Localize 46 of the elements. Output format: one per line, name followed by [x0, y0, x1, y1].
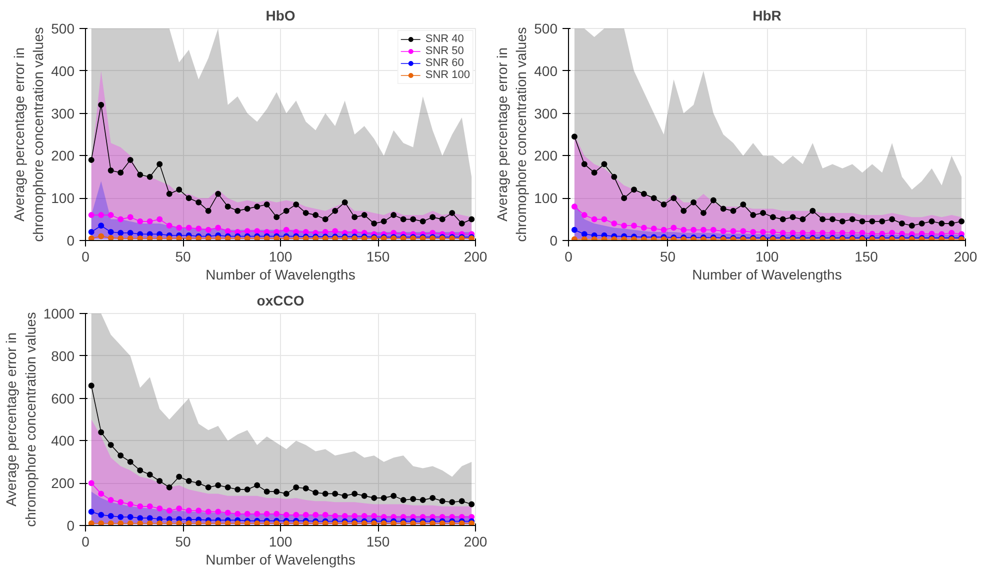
- x-tick-label: 100: [268, 534, 292, 550]
- x-axis-title: Number of Wavelengths: [206, 266, 356, 282]
- y-axis-title: Average percentage error in chromophore concentration values: [494, 27, 530, 242]
- x-tick-label: 50: [175, 534, 191, 550]
- x-tick-label: 200: [954, 248, 978, 264]
- x-tick-label: 150: [366, 248, 390, 264]
- legend-label: SNR 100: [425, 69, 470, 81]
- x-axis-title: Number of Wavelengths: [692, 266, 842, 282]
- y-tick-label: 200: [534, 148, 558, 164]
- y-tick-label: 0: [66, 518, 75, 534]
- y-tick-label: 100: [51, 190, 75, 206]
- x-tick-label: 0: [564, 248, 573, 264]
- legend-label: SNR 60: [425, 57, 464, 69]
- y-tick-label: 300: [534, 105, 558, 122]
- y-tick-label: 600: [51, 390, 75, 406]
- y-tick-label: 100: [534, 190, 558, 206]
- x-tick-label: 200: [464, 248, 488, 264]
- legend-label: SNR 40: [425, 33, 464, 45]
- y-tick-label: 400: [534, 62, 558, 79]
- x-tick-label: 150: [366, 534, 390, 550]
- legend-label: SNR 50: [425, 45, 464, 57]
- y-axis-title: Average percentage error in chromophore concentration values: [10, 27, 46, 242]
- y-tick-label: 400: [51, 62, 75, 79]
- x-tick-label: 100: [268, 248, 292, 264]
- y-tick-label: 800: [51, 348, 75, 364]
- y-tick-label: 500: [534, 20, 558, 36]
- y-tick-label: 0: [550, 232, 558, 248]
- x-tick-label: 0: [82, 534, 90, 550]
- y-axis-title: Average percentage error in chromophore concentration values: [3, 312, 38, 527]
- y-tick-label: 1000: [43, 306, 75, 322]
- y-tick-label: 300: [51, 105, 75, 122]
- y-tick-label: 400: [51, 432, 75, 449]
- x-tick-label: 150: [854, 248, 878, 264]
- chart-title: HbO: [266, 8, 296, 24]
- chart-title: oxCCO: [256, 292, 304, 308]
- x-tick-label: 50: [660, 248, 676, 264]
- x-tick-label: 100: [755, 248, 779, 264]
- y-tick-label: 500: [51, 20, 75, 36]
- chart-title: HbR: [752, 8, 782, 24]
- x-tick-label: 200: [464, 534, 488, 550]
- x-axis-title: Number of Wavelengths: [206, 552, 356, 568]
- x-tick-label: 50: [175, 248, 191, 264]
- y-tick-label: 200: [51, 148, 75, 164]
- y-tick-label: 200: [51, 475, 75, 492]
- x-tick-label: 0: [82, 248, 90, 264]
- y-tick-label: 0: [66, 232, 75, 248]
